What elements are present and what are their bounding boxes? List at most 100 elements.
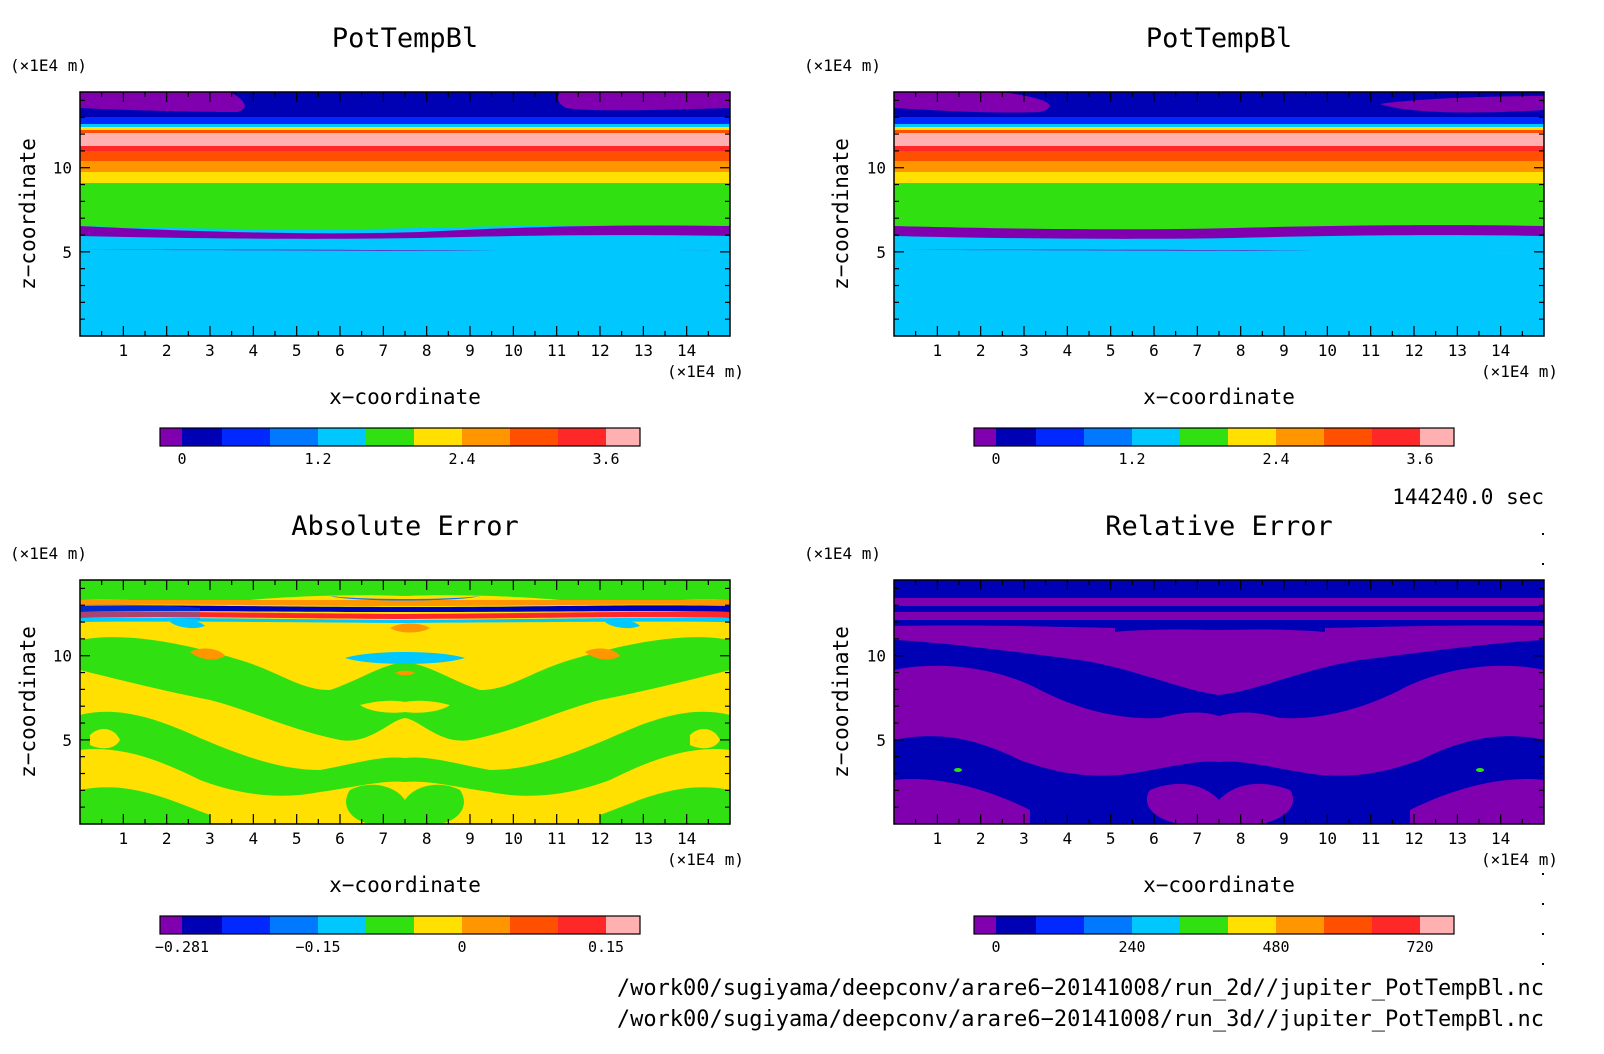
colorbar-tick-label: 480	[1262, 938, 1289, 956]
x-tick-label: 1	[119, 341, 129, 360]
y-unit-label: (×1E4 m)	[804, 56, 881, 75]
plot-frame	[893, 579, 1545, 825]
x-tick-label: 9	[465, 341, 475, 360]
y-tick-label: 10	[867, 159, 886, 178]
x-tick-label: 13	[1448, 341, 1467, 360]
colorbar-segment	[974, 916, 996, 934]
footer-path-1: /work00/sugiyama/deepconv/arare6−2014100…	[617, 976, 1544, 1001]
colorbar-segment	[558, 916, 606, 934]
colorbar-tick-label: 1.2	[304, 450, 331, 468]
x-tick-label: 9	[465, 829, 475, 848]
colorbar-tick-label: 0	[177, 450, 186, 468]
colorbar-segment	[160, 916, 182, 934]
panel-title: Absolute Error	[291, 511, 519, 542]
colorbar-segment	[318, 428, 366, 446]
colorbar-tick-label: −0.15	[295, 938, 340, 956]
colorbar-segment	[1084, 428, 1132, 446]
colorbar-tick-label: 1.2	[1118, 450, 1145, 468]
x-tick-label: 2	[162, 341, 172, 360]
colorbar-tick-label: 0	[991, 450, 1000, 468]
colorbar-frame	[973, 427, 1455, 447]
colorbar-segment	[996, 428, 1036, 446]
x-tick-label: 14	[677, 341, 696, 360]
x-tick-label: 2	[162, 829, 172, 848]
x-tick-labels: 1 2 3 4 5 6 7 8 9 10 11 12 13 14	[933, 341, 1511, 360]
colorbar-tick-label: 3.6	[1406, 450, 1433, 468]
heatmap-field	[80, 92, 730, 336]
x-tick-labels: 1 2 3 4 5 6 7 8 9 10 11 12 13 14	[119, 341, 697, 360]
x-tick-label: 10	[1318, 341, 1337, 360]
y-unit-label: (×1E4 m)	[10, 56, 87, 75]
x-tick-label: 11	[1361, 341, 1380, 360]
colorbar-tick-label: −0.281	[155, 938, 209, 956]
colorbar-segment	[366, 428, 414, 446]
colorbar-segment	[606, 916, 640, 934]
x-tick-label: 2	[976, 341, 986, 360]
colorbar-segment	[1228, 916, 1276, 934]
x-tick-label: 1	[933, 829, 943, 848]
colorbar-segment	[1228, 428, 1276, 446]
colorbar-segment	[462, 916, 510, 934]
x-tick-label: 8	[1236, 829, 1246, 848]
colorbar-segment	[222, 916, 270, 934]
x-tick-label: 6	[1149, 829, 1159, 848]
x-axis-label: x−coordinate	[1143, 385, 1295, 409]
panel-top-left: PotTempBl (×1E4 m)	[10, 23, 744, 468]
colorbar-segment	[1372, 916, 1420, 934]
x-tick-labels: 1 2 3 4 5 6 7 8 9 10 11 12 13 14	[119, 829, 697, 848]
x-tick-label: 14	[1491, 829, 1510, 848]
x-tick-label: 12	[590, 341, 609, 360]
x-tick-label: 11	[1361, 829, 1380, 848]
colorbar-segment	[510, 916, 558, 934]
margin-dots	[1542, 533, 1544, 965]
colorbar-segment	[1132, 428, 1180, 446]
x-tick-label: 2	[976, 829, 986, 848]
colorbar: 0 1.2 2.4 3.6	[159, 427, 641, 468]
y-tick-labels: 5 10	[867, 647, 886, 750]
y-tick-label: 5	[876, 243, 886, 262]
x-unit-label: (×1E4 m)	[1481, 850, 1558, 869]
colorbar-segment	[414, 428, 462, 446]
colorbar: 0 1.2 2.4 3.6	[973, 427, 1455, 468]
x-tick-label: 4	[1063, 341, 1073, 360]
x-tick-label: 7	[1193, 341, 1203, 360]
y-tick-labels: 5 10	[53, 647, 72, 750]
x-axis-label: x−coordinate	[1143, 873, 1295, 897]
x-tick-label: 13	[1448, 829, 1467, 848]
x-tick-label: 14	[1491, 341, 1510, 360]
x-unit-label: (×1E4 m)	[667, 362, 744, 381]
colorbar-tick-label: 3.6	[592, 450, 619, 468]
colorbar-tick-label: 2.4	[448, 450, 475, 468]
x-tick-label: 10	[504, 829, 523, 848]
colorbar: −0.281 −0.15 0 0.15	[155, 915, 641, 956]
plot-frame	[893, 91, 1545, 337]
x-tick-label: 10	[1318, 829, 1337, 848]
colorbar-segment	[1420, 428, 1454, 446]
x-tick-label: 8	[422, 829, 432, 848]
y-tick-label: 5	[876, 731, 886, 750]
y-axis-label: z−coordinate	[829, 138, 853, 290]
x-tick-label: 9	[1279, 341, 1289, 360]
colorbar-frame	[159, 915, 641, 935]
panel-title: PotTempBl	[332, 23, 478, 54]
x-tick-label: 4	[1063, 829, 1073, 848]
x-tick-label: 7	[379, 341, 389, 360]
colorbar-frame	[159, 427, 641, 447]
x-tick-label: 8	[422, 341, 432, 360]
colorbar-segment	[996, 916, 1036, 934]
colorbar: 0 240 480 720	[973, 915, 1455, 956]
colorbar-tick-label: 240	[1118, 938, 1145, 956]
x-tick-label: 3	[205, 829, 215, 848]
x-tick-label: 5	[1106, 341, 1116, 360]
y-axis-label: z−coordinate	[16, 138, 40, 290]
colorbar-segment	[1324, 916, 1372, 934]
x-tick-label: 12	[1404, 341, 1423, 360]
colorbar-segment	[1276, 916, 1324, 934]
x-tick-labels: 1 2 3 4 5 6 7 8 9 10 11 12 13 14	[933, 829, 1511, 848]
y-tick-label: 10	[53, 159, 72, 178]
x-axis-label: x−coordinate	[329, 385, 481, 409]
x-tick-label: 1	[119, 829, 129, 848]
x-tick-label: 3	[205, 341, 215, 360]
